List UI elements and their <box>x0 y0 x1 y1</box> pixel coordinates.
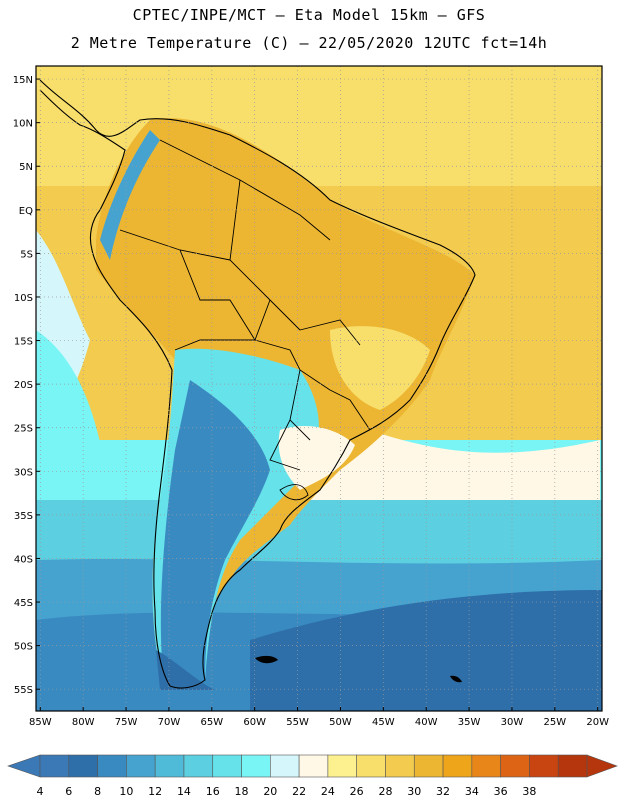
colorbar: 4 6 8 10 12 14 16 18 20 22 24 26 28 30 32 34 36 38 <box>7 754 618 798</box>
lon-label: 85W <box>29 717 52 728</box>
colorbar-swatch <box>270 754 300 778</box>
lon-label: 80W <box>72 717 95 728</box>
colorbar-swatch <box>385 754 415 778</box>
colorbar-swatch <box>154 754 185 778</box>
colorbar-label: 34 <box>465 785 479 798</box>
lat-label: 5N <box>19 162 33 173</box>
colorbar-swatch <box>241 754 271 778</box>
lat-label: 25S <box>14 424 33 435</box>
lon-label: 60W <box>243 717 266 728</box>
andes-patagonia-cold <box>160 380 270 686</box>
colorbar-label: 30 <box>407 785 421 798</box>
lat-label: 45S <box>14 598 33 609</box>
colorbar-label: 32 <box>436 785 450 798</box>
longitude-labels: 85W 80W 75W 70W 65W 60W 55W 50W 45W 40W 35W 30W 25W 2… <box>29 707 609 728</box>
lon-label: 35W <box>458 717 481 728</box>
colorbar-swatch <box>126 754 156 778</box>
colorbar-label: 4 <box>37 785 44 798</box>
colorbar-label: 8 <box>94 785 101 798</box>
colorbar-label: 16 <box>206 785 220 798</box>
lagoon-outline <box>279 484 309 501</box>
map-frame <box>35 65 603 712</box>
colorbar-label: 18 <box>235 785 249 798</box>
country-borders <box>119 139 371 471</box>
colorbar-label: 36 <box>494 785 508 798</box>
lat-label: 20S <box>14 380 33 391</box>
tierra-del-fuego-cold <box>156 650 215 690</box>
colorbar-label: 14 <box>177 785 191 798</box>
lat-label: 15N <box>13 75 33 86</box>
lat-label: 55S <box>14 685 33 696</box>
pacific-cold-current <box>36 330 110 500</box>
colorbar-label: 38 <box>522 785 536 798</box>
lon-label: 40W <box>415 717 438 728</box>
south-america-coastline <box>39 79 476 689</box>
colorbar-label: 10 <box>119 785 133 798</box>
latitude-labels: 15N 10N 5N EQ 5S 10S 15S 20S 25S 30S 35S 40S 45S 50S 5… <box>13 75 40 696</box>
lat-label: 10N <box>13 119 33 130</box>
lon-label: 25W <box>544 717 567 728</box>
colorbar-swatch <box>529 754 559 778</box>
falkland-islands <box>255 655 278 664</box>
map-title-line-2: 2 Metre Temperature (C) – 22/05/2020 12U… <box>70 34 548 52</box>
lon-label: 20W <box>586 717 609 728</box>
colorbar-label: 26 <box>350 785 364 798</box>
colorbar-swatch <box>471 754 501 778</box>
colorbar-swatch <box>183 754 214 778</box>
brazil-plateau-mild <box>330 326 430 410</box>
south-brazil-mild <box>278 425 355 490</box>
south-georgia <box>450 675 462 683</box>
map-title-line-1: CPTEC/INPE/MCT – Eta Model 15km – GFS <box>132 6 486 24</box>
lon-label: 50W <box>329 717 352 728</box>
lon-label: 55W <box>286 717 309 728</box>
colorbar-swatch <box>97 754 127 778</box>
colorbar-swatch <box>39 754 70 778</box>
colorbar-label: 20 <box>263 785 277 798</box>
colorbar-label: 6 <box>65 785 72 798</box>
lat-label: EQ <box>19 206 33 217</box>
lat-label: 15S <box>14 337 33 348</box>
lon-label: 75W <box>115 717 138 728</box>
colorbar-swatch <box>500 754 530 778</box>
temperature-field <box>36 66 602 711</box>
lon-label: 65W <box>200 717 223 728</box>
colorbar-swatch <box>327 754 357 778</box>
colorbar-swatch <box>212 754 242 778</box>
colorbar-swatch <box>442 754 473 778</box>
colorbar-swatch <box>557 754 588 778</box>
lat-label: 50S <box>14 642 33 653</box>
colorbar-low-arrow <box>7 754 41 778</box>
colorbar-label: 28 <box>378 785 392 798</box>
lat-label: 30S <box>14 467 33 478</box>
lat-label: 40S <box>14 554 33 565</box>
lon-label: 30W <box>501 717 524 728</box>
lat-label: 5S <box>20 249 33 260</box>
colorbar-label: 24 <box>321 785 335 798</box>
colorbar-swatch <box>413 754 444 778</box>
colorbar-high-arrow <box>586 754 618 778</box>
colorbar-swatch <box>298 754 329 778</box>
colorbar-label: 12 <box>148 785 162 798</box>
northern-andes-cold <box>100 130 160 260</box>
lon-label: 70W <box>158 717 181 728</box>
lat-label: 10S <box>14 293 33 304</box>
colorbar-swatch <box>68 754 98 778</box>
colorbar-swatch <box>356 754 386 778</box>
lat-label: 35S <box>14 511 33 522</box>
lon-label: 45W <box>372 717 395 728</box>
colorbar-label: 22 <box>292 785 306 798</box>
